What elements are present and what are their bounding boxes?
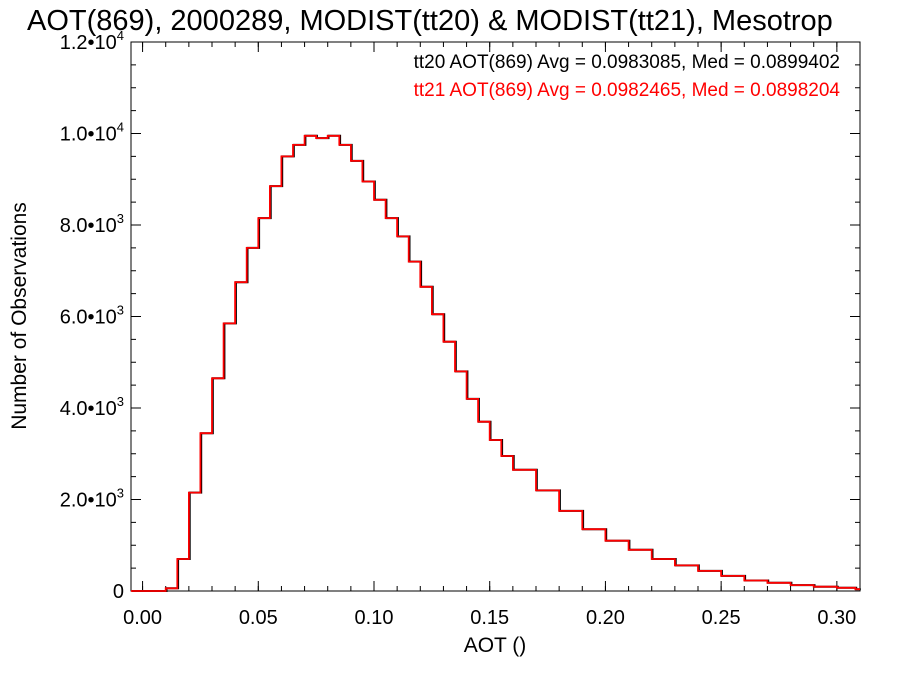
x-tick-label: 0.15 xyxy=(470,607,509,629)
x-axis-ticks: 0.00 0.05 0.10 0.15 0.20 0.25 0.30 xyxy=(123,42,856,629)
y-tick-label: 2.0•103 xyxy=(60,486,124,512)
y-tick-label: 1.0•104 xyxy=(60,120,124,146)
plot-frame xyxy=(130,41,861,592)
series-line-tt20 xyxy=(131,134,861,592)
x-tick-label: 0.30 xyxy=(817,607,856,629)
series-line-tt21 xyxy=(131,134,860,592)
y-axis-ticks: 0 2.0•103 4.0•103 6.0•103 8.0•103 1.0•104 1.2•… xyxy=(60,28,860,603)
x-tick-label: 0.20 xyxy=(586,607,625,629)
y-tick-label: 6.0•103 xyxy=(60,303,124,329)
legend-tt21-stats: tt21 AOT(869) Avg = 0.0982465, Med = 0.0… xyxy=(414,80,841,101)
chart-title: AOT(869), 2000289, MODIST(tt20) & MODIST… xyxy=(27,5,833,37)
x-axis-label: AOT () xyxy=(464,634,527,657)
y-tick-label: 0 xyxy=(113,581,124,603)
y-tick-label: 8.0•103 xyxy=(60,211,124,237)
y-tick-label: 4.0•103 xyxy=(60,394,124,420)
y-tick-label: 1.2•104 xyxy=(60,28,124,54)
legend-tt20-stats: tt20 AOT(869) Avg = 0.0983085, Med = 0.0… xyxy=(414,52,840,73)
x-tick-label: 0.00 xyxy=(123,607,162,629)
y-axis-label: Number of Observations xyxy=(8,202,31,430)
x-tick-label: 0.05 xyxy=(239,607,278,629)
histogram-series xyxy=(131,134,861,592)
x-tick-label: 0.10 xyxy=(355,607,394,629)
x-tick-label: 0.25 xyxy=(702,607,741,629)
